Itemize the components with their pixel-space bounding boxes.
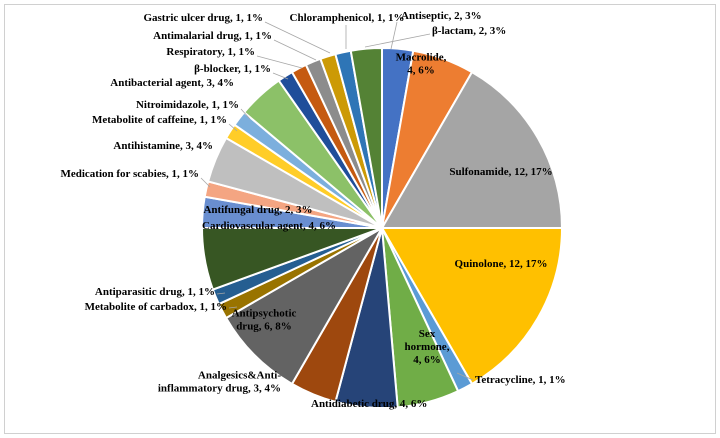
leader-line-11 [216, 292, 226, 295]
pie-slice-3 [380, 70, 564, 229]
leader-line-22 [264, 21, 331, 54]
data-labels: Antiseptic, 2, 3% Macrolide, 4, 6% Sulfonam… [60, 10, 565, 410]
leader-line-10 [228, 306, 238, 309]
pie-slice-4 [380, 227, 564, 386]
leader-line-17 [240, 108, 251, 120]
slice-label-24: β-lactam, 2, 3% [432, 25, 506, 37]
leader-line-20 [256, 55, 303, 69]
slice-label-18: Antibacterial agent, 3, 4% [110, 77, 234, 89]
pie-chart: Antiseptic, 2, 3% Macrolide, 4, 6% Sulfonam… [60, 10, 565, 410]
leader-line-1 [390, 21, 398, 50]
slice-label-22: Gastric ulcer drug, 1, 1% [143, 12, 263, 24]
slice-label-11: Antiparasitic drug, 1, 1% [95, 286, 215, 298]
slice-label-21: Antimalarial drug, 1, 1% [153, 30, 272, 42]
leader-line-24 [364, 33, 431, 48]
slice-label-15: Antihistamine, 3, 4% [113, 140, 213, 152]
slice-label-1: Antiseptic, 2, 3% [401, 10, 482, 22]
slice-label-20: Respiratory, 1, 1% [166, 46, 255, 58]
slice-label-13: Antifungal drug, 2, 3% [203, 204, 312, 216]
slice-label-19: β-blocker, 1, 1% [194, 63, 271, 75]
leader-line-21 [273, 39, 317, 61]
pie-slice-9 [224, 225, 385, 386]
pie-slice-24 [349, 46, 383, 229]
slice-label-7: Antidiabetic drug, 4, 6% [311, 398, 427, 410]
slice-label-8: Analgesics&Anti-inflammatory drug, 3, 4% [158, 370, 281, 395]
chart-frame: Antiseptic, 2, 3% Macrolide, 4, 6% Sulfonam… [4, 4, 716, 434]
slice-label-5: Tetracycline, 1, 1% [475, 374, 566, 386]
leader-line-19 [272, 72, 289, 80]
slice-label-17: Nitroimidazole, 1, 1% [136, 99, 239, 111]
slice-label-12: Cardiovascular agent, 4, 6% [202, 220, 336, 232]
slice-label-6: Sex hormone, 4, 6% [405, 328, 450, 366]
leader-line-14 [200, 177, 211, 188]
slice-label-14: Medication for scabies, 1, 1% [60, 168, 199, 180]
pie-slices [200, 46, 564, 409]
slice-label-3: Sulfonamide, 12, 17% [449, 166, 552, 178]
leader-line-5 [456, 372, 474, 381]
slice-label-10: Metabolite of carbadox, 1, 1% [85, 301, 227, 313]
slice-label-9: Antipsychotic drug, 6, 8% [232, 308, 297, 333]
slice-label-2: Macrolide, 4, 6% [396, 52, 447, 77]
leader-line-16 [228, 123, 238, 132]
slice-label-23: Chloramphenicol, 1, 1% [290, 12, 405, 24]
slice-label-4: Quinolone, 12, 17% [455, 258, 548, 270]
leader-lines [200, 21, 474, 381]
slice-label-16: Metabolite of caffeine, 1, 1% [92, 114, 227, 126]
